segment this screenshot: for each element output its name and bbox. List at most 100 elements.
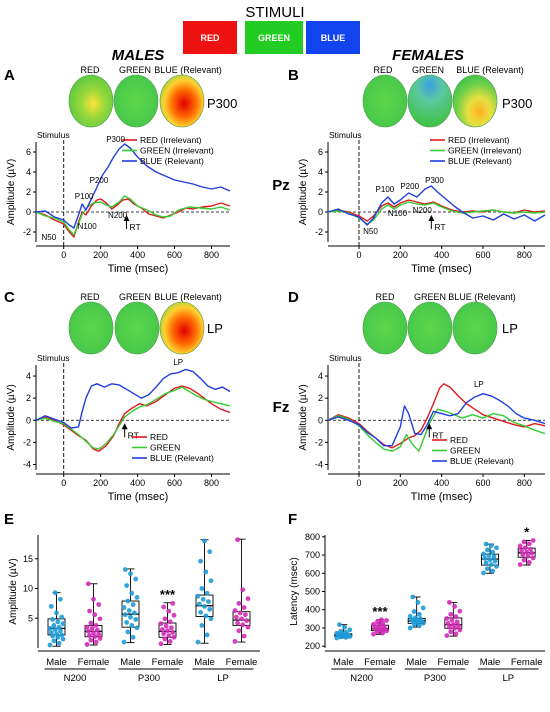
data-point — [202, 538, 207, 544]
data-point — [526, 559, 532, 565]
data-point — [233, 614, 239, 620]
data-point — [56, 640, 62, 646]
data-point — [528, 546, 533, 552]
box-n200-male-e — [47, 590, 66, 648]
data-point — [447, 600, 452, 605]
svg-text:RED: RED — [200, 33, 220, 43]
box-n200-female-e — [84, 581, 103, 647]
x-axis-label-a: Time (msec) — [108, 263, 169, 275]
data-point — [526, 541, 532, 547]
electrode-label-pz: Pz — [272, 177, 290, 194]
y-tick-label-f: 500 — [305, 587, 320, 597]
data-point — [447, 624, 452, 630]
data-point — [161, 631, 167, 637]
x-tick-label-d: 400 — [434, 478, 449, 488]
data-point — [125, 629, 131, 635]
y-tick-label-c: 2 — [26, 393, 31, 403]
data-point — [96, 602, 102, 607]
data-point — [97, 616, 103, 622]
x-tick-label-e: Female — [78, 657, 110, 668]
data-point — [87, 608, 92, 614]
data-point — [204, 590, 210, 596]
data-point — [132, 610, 137, 616]
data-point — [241, 633, 247, 639]
panel-letter-b: B — [288, 67, 299, 84]
data-point — [92, 612, 98, 618]
data-point — [51, 638, 57, 644]
x-tick-label-f: Female — [511, 657, 543, 668]
data-point — [483, 541, 489, 547]
box-p300-female-f — [444, 600, 463, 639]
rt-label-b: RT — [434, 222, 445, 232]
component-label-lp-c: LP — [207, 321, 223, 336]
data-point — [494, 545, 499, 551]
x-tick-label-a: 400 — [130, 250, 145, 260]
x-tick-label-e: Male — [194, 657, 215, 668]
panel-letter-d: D — [288, 289, 299, 306]
data-point — [56, 624, 62, 630]
x-tick-label-e: Female — [226, 657, 258, 668]
significance-marker-f: * — [524, 524, 530, 539]
data-point — [200, 596, 206, 602]
data-point — [237, 610, 243, 616]
data-point — [130, 602, 136, 607]
annotation-p300-b: P300 — [425, 176, 444, 185]
data-point — [420, 605, 426, 611]
data-point — [52, 627, 58, 632]
svg-text:BLUE: BLUE — [321, 33, 346, 43]
data-point — [85, 581, 91, 587]
y-tick-label-b: 6 — [318, 147, 323, 157]
erp-series-green-d — [327, 408, 546, 452]
topo-map-blue-a — [159, 74, 205, 128]
erp-series-blue-d — [327, 393, 546, 447]
y-tick-label-f: 200 — [305, 641, 320, 651]
data-point — [453, 631, 459, 637]
box-lp-female-f — [517, 538, 536, 567]
box-p300-male-e — [121, 567, 140, 645]
data-point — [236, 600, 242, 606]
data-point — [245, 596, 251, 602]
data-point — [128, 571, 133, 577]
data-point — [84, 642, 90, 647]
annotation-p100-a: P100 — [75, 192, 94, 201]
data-point — [334, 630, 340, 636]
annotation-n200-a: N200 — [108, 211, 128, 220]
y-tick-label-c: -2 — [23, 437, 31, 447]
data-point — [59, 632, 65, 638]
stimuli-title: STIMULI — [245, 4, 304, 21]
data-point — [485, 566, 490, 572]
data-point — [378, 617, 384, 623]
data-point — [485, 547, 490, 553]
data-point — [48, 603, 54, 609]
data-point — [130, 634, 136, 640]
x-tick-label-c: 400 — [130, 478, 145, 488]
data-point — [47, 625, 53, 631]
data-point — [85, 628, 91, 634]
rt-label-d: RT — [432, 430, 443, 440]
y-tick-label-d: -4 — [315, 459, 323, 469]
topo-map-blue-d — [452, 301, 498, 355]
data-point — [239, 616, 244, 622]
annotation-n50-a: N50 — [42, 233, 57, 242]
data-point — [162, 636, 168, 642]
group-label-n200-f: N200 — [350, 673, 373, 684]
data-point — [171, 612, 177, 618]
panel-letter-c: C — [4, 289, 15, 306]
legend-label-blue-d: BLUE (Relevant) — [450, 456, 514, 466]
x-tick-label-d: 200 — [393, 478, 408, 488]
legend-label-green-b: GREEN (Irrelevant) — [448, 146, 522, 156]
data-point — [167, 619, 173, 625]
topo-label-blue-d: BLUE (Relevant) — [448, 292, 516, 302]
y-tick-label-c: 0 — [26, 415, 31, 425]
annotation-p300-a: P300 — [106, 135, 125, 144]
data-point — [158, 621, 164, 627]
x-tick-label-c: 0 — [61, 478, 66, 488]
panel-letter-f: F — [288, 511, 297, 528]
data-point — [448, 611, 454, 617]
data-point — [241, 605, 247, 610]
x-tick-label-c: 600 — [167, 478, 182, 488]
stimulus-swatch-red: RED — [183, 21, 237, 54]
legend-label-blue-c: BLUE (Relevant) — [150, 453, 214, 463]
data-point — [456, 623, 461, 629]
data-point — [243, 612, 248, 618]
